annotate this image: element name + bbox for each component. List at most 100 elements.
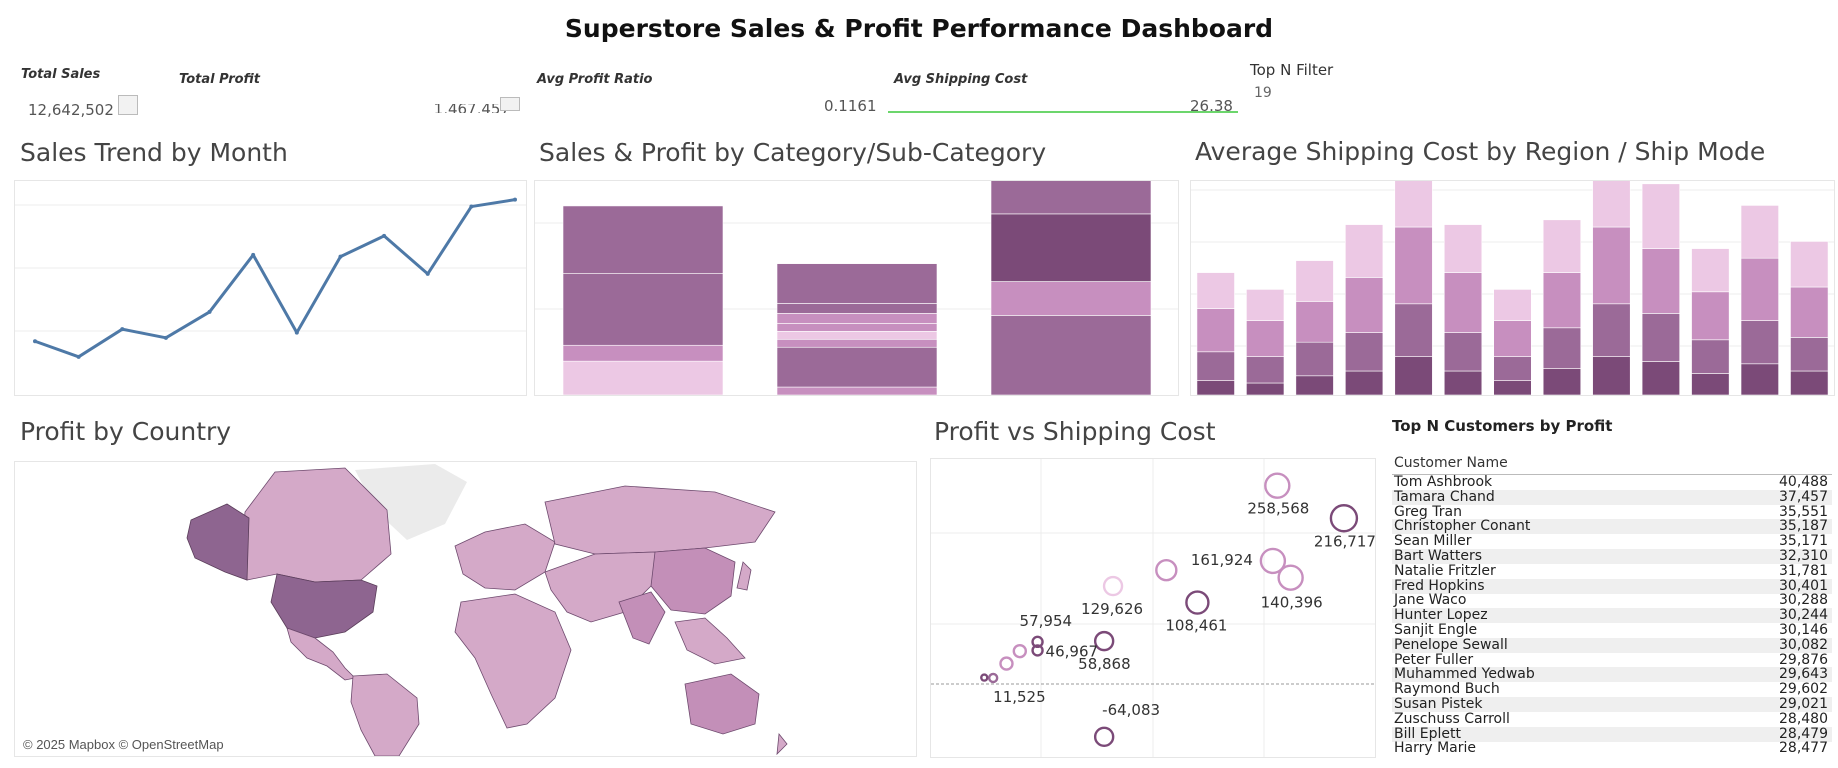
table-row[interactable]: Raymond Buch 29,602 xyxy=(1392,682,1832,697)
shipping-bar-segment xyxy=(1790,241,1829,288)
customer-name: Susan Pistek xyxy=(1394,696,1483,712)
category-bar-segment xyxy=(776,346,938,388)
table-row[interactable]: Bill Eplett 28,479 xyxy=(1392,725,1832,742)
shipping-bar-segment xyxy=(1295,341,1334,377)
top-n-filter-value[interactable]: 19 xyxy=(1254,85,1272,101)
table-row[interactable]: Tamara Chand 37,457 xyxy=(1392,488,1832,505)
customer-profit: 35,551 xyxy=(1779,503,1828,520)
category-bar-segment xyxy=(562,273,724,346)
shipping-bar-segment xyxy=(1246,382,1285,396)
scatter-point xyxy=(987,672,999,684)
customer-name: Christopher Conant xyxy=(1394,518,1531,535)
shipping-region-panel xyxy=(1190,135,1835,396)
customer-name: Bill Eplett xyxy=(1394,725,1461,742)
table-row[interactable]: Muhammed Yedwab 29,643 xyxy=(1392,667,1832,683)
scatter-point-label: 140,396 xyxy=(1261,594,1323,612)
shipping-bar-segment xyxy=(1196,351,1235,381)
customer-profit: 30,146 xyxy=(1779,622,1828,638)
shipping-bar-segment xyxy=(1196,272,1235,309)
customer-name-header[interactable]: Customer Name xyxy=(1394,455,1508,471)
scatter-point xyxy=(1185,590,1210,615)
customer-profit: 28,479 xyxy=(1779,725,1828,742)
scatter-point xyxy=(1031,635,1044,649)
avg-profit-ratio-value: 0.1161 xyxy=(824,97,877,115)
table-row[interactable]: Hunter Lopez 30,244 xyxy=(1392,608,1832,624)
table-row[interactable]: Sanjit Engle 30,146 xyxy=(1392,623,1832,638)
avg-shipping-sparkline xyxy=(888,111,1238,113)
map-attribution[interactable]: © 2025 Mapbox © OpenStreetMap xyxy=(23,737,224,752)
scatter-point xyxy=(1093,726,1115,748)
table-row[interactable]: Jane Waco 30,288 xyxy=(1392,593,1832,608)
customer-profit: 37,457 xyxy=(1779,488,1828,505)
customer-name: Raymond Buch xyxy=(1394,681,1500,698)
table-row[interactable]: Fred Hopkins 30,401 xyxy=(1392,577,1832,594)
shipping-bar-segment xyxy=(1592,356,1631,396)
sales-trend-line xyxy=(34,198,516,359)
shipping-bar-segment xyxy=(1345,332,1384,372)
table-row[interactable]: Sean Miller 35,171 xyxy=(1392,534,1832,549)
shipping-bar-segment xyxy=(1246,289,1285,321)
world-map-panel[interactable]: © 2025 Mapbox © OpenStreetMap xyxy=(14,461,917,757)
table-row[interactable]: Greg Tran 35,551 xyxy=(1392,503,1832,520)
sales-trend-point xyxy=(425,271,430,276)
category-bar-segment xyxy=(776,313,938,324)
table-row[interactable]: Tom Ashbrook 40,488 xyxy=(1392,475,1832,490)
map-region-new-zealand xyxy=(776,732,788,756)
shipping-bar-segment xyxy=(1394,356,1433,396)
table-row[interactable]: Peter Fuller 29,876 xyxy=(1392,652,1832,668)
shipping-bar-segment xyxy=(1542,368,1582,396)
map-region-china xyxy=(650,547,736,615)
category-chart-panel xyxy=(534,179,1179,396)
sales-trend-point xyxy=(513,197,517,202)
customer-name: Fred Hopkins xyxy=(1394,577,1485,594)
shipping-bar-segment xyxy=(1740,320,1779,365)
customer-name: Bart Watters xyxy=(1394,548,1483,564)
sales-trend-title: Sales Trend by Month xyxy=(20,138,288,167)
scatter-title: Profit vs Shipping Cost xyxy=(934,417,1216,446)
table-row[interactable]: Penelope Sewall 30,082 xyxy=(1392,637,1832,653)
table-row[interactable]: Harry Marie 28,477 xyxy=(1392,741,1832,756)
shipping-bar-segment xyxy=(1691,373,1730,396)
table-row[interactable]: Christopher Conant 35,187 xyxy=(1392,518,1832,535)
shipping-bar-segment xyxy=(1641,248,1680,314)
scatter-point xyxy=(1264,472,1291,499)
world-map[interactable] xyxy=(15,462,916,756)
customer-profit: 32,310 xyxy=(1779,548,1828,564)
customer-profit: 35,171 xyxy=(1779,533,1828,550)
scatter-point xyxy=(1102,575,1124,597)
shipping-bar-segment xyxy=(1691,248,1730,293)
table-row[interactable]: Zuschuss Carroll 28,480 xyxy=(1392,711,1832,727)
total-profit-thumbnail-icon[interactable] xyxy=(500,97,520,111)
shipping-bar-segment xyxy=(1345,277,1384,333)
total-sales-label: Total Sales xyxy=(21,67,101,82)
category-bar-segment xyxy=(562,205,724,274)
scatter-point-label: 46,967 xyxy=(1046,642,1099,660)
shipping-region-title: Average Shipping Cost by Region / Ship M… xyxy=(1195,137,1766,166)
customer-name: Natalie Fritzler xyxy=(1394,562,1496,579)
customer-profit: 30,401 xyxy=(1779,577,1828,594)
avg-shipping-cost-label: Avg Shipping Cost xyxy=(894,72,1028,87)
scatter-point xyxy=(1012,643,1028,659)
sales-trend-point xyxy=(382,233,387,238)
sales-trend-point xyxy=(120,327,125,332)
total-sales-thumbnail-icon[interactable] xyxy=(118,95,138,115)
category-chart[interactable] xyxy=(535,179,1178,396)
shipping-bar-segment xyxy=(1394,152,1433,228)
table-row[interactable]: Natalie Fritzler 31,781 xyxy=(1392,562,1832,579)
customer-name: Jane Waco xyxy=(1394,592,1467,609)
table-row[interactable]: Bart Watters 32,310 xyxy=(1392,549,1832,564)
table-row[interactable]: Susan Pistek 29,021 xyxy=(1392,697,1832,712)
shipping-region-chart[interactable] xyxy=(1191,135,1834,396)
shipping-bar-segment xyxy=(1542,219,1582,273)
sales-trend-chart[interactable] xyxy=(15,181,526,395)
scatter-point xyxy=(980,673,989,682)
scatter-chart[interactable]: 258,568 216,717 161,924 140,396 129,626 108,4… xyxy=(931,459,1376,757)
scatter-point xyxy=(1259,547,1287,575)
category-bar-segment xyxy=(776,303,938,314)
customer-name: Tom Ashbrook xyxy=(1394,474,1493,490)
shipping-bar-segment xyxy=(1542,327,1582,369)
customer-name: Harry Marie xyxy=(1394,740,1477,757)
shipping-bar-segment xyxy=(1691,339,1730,374)
shipping-bar-segment xyxy=(1740,205,1779,259)
shipping-bar-segment xyxy=(1345,224,1384,278)
